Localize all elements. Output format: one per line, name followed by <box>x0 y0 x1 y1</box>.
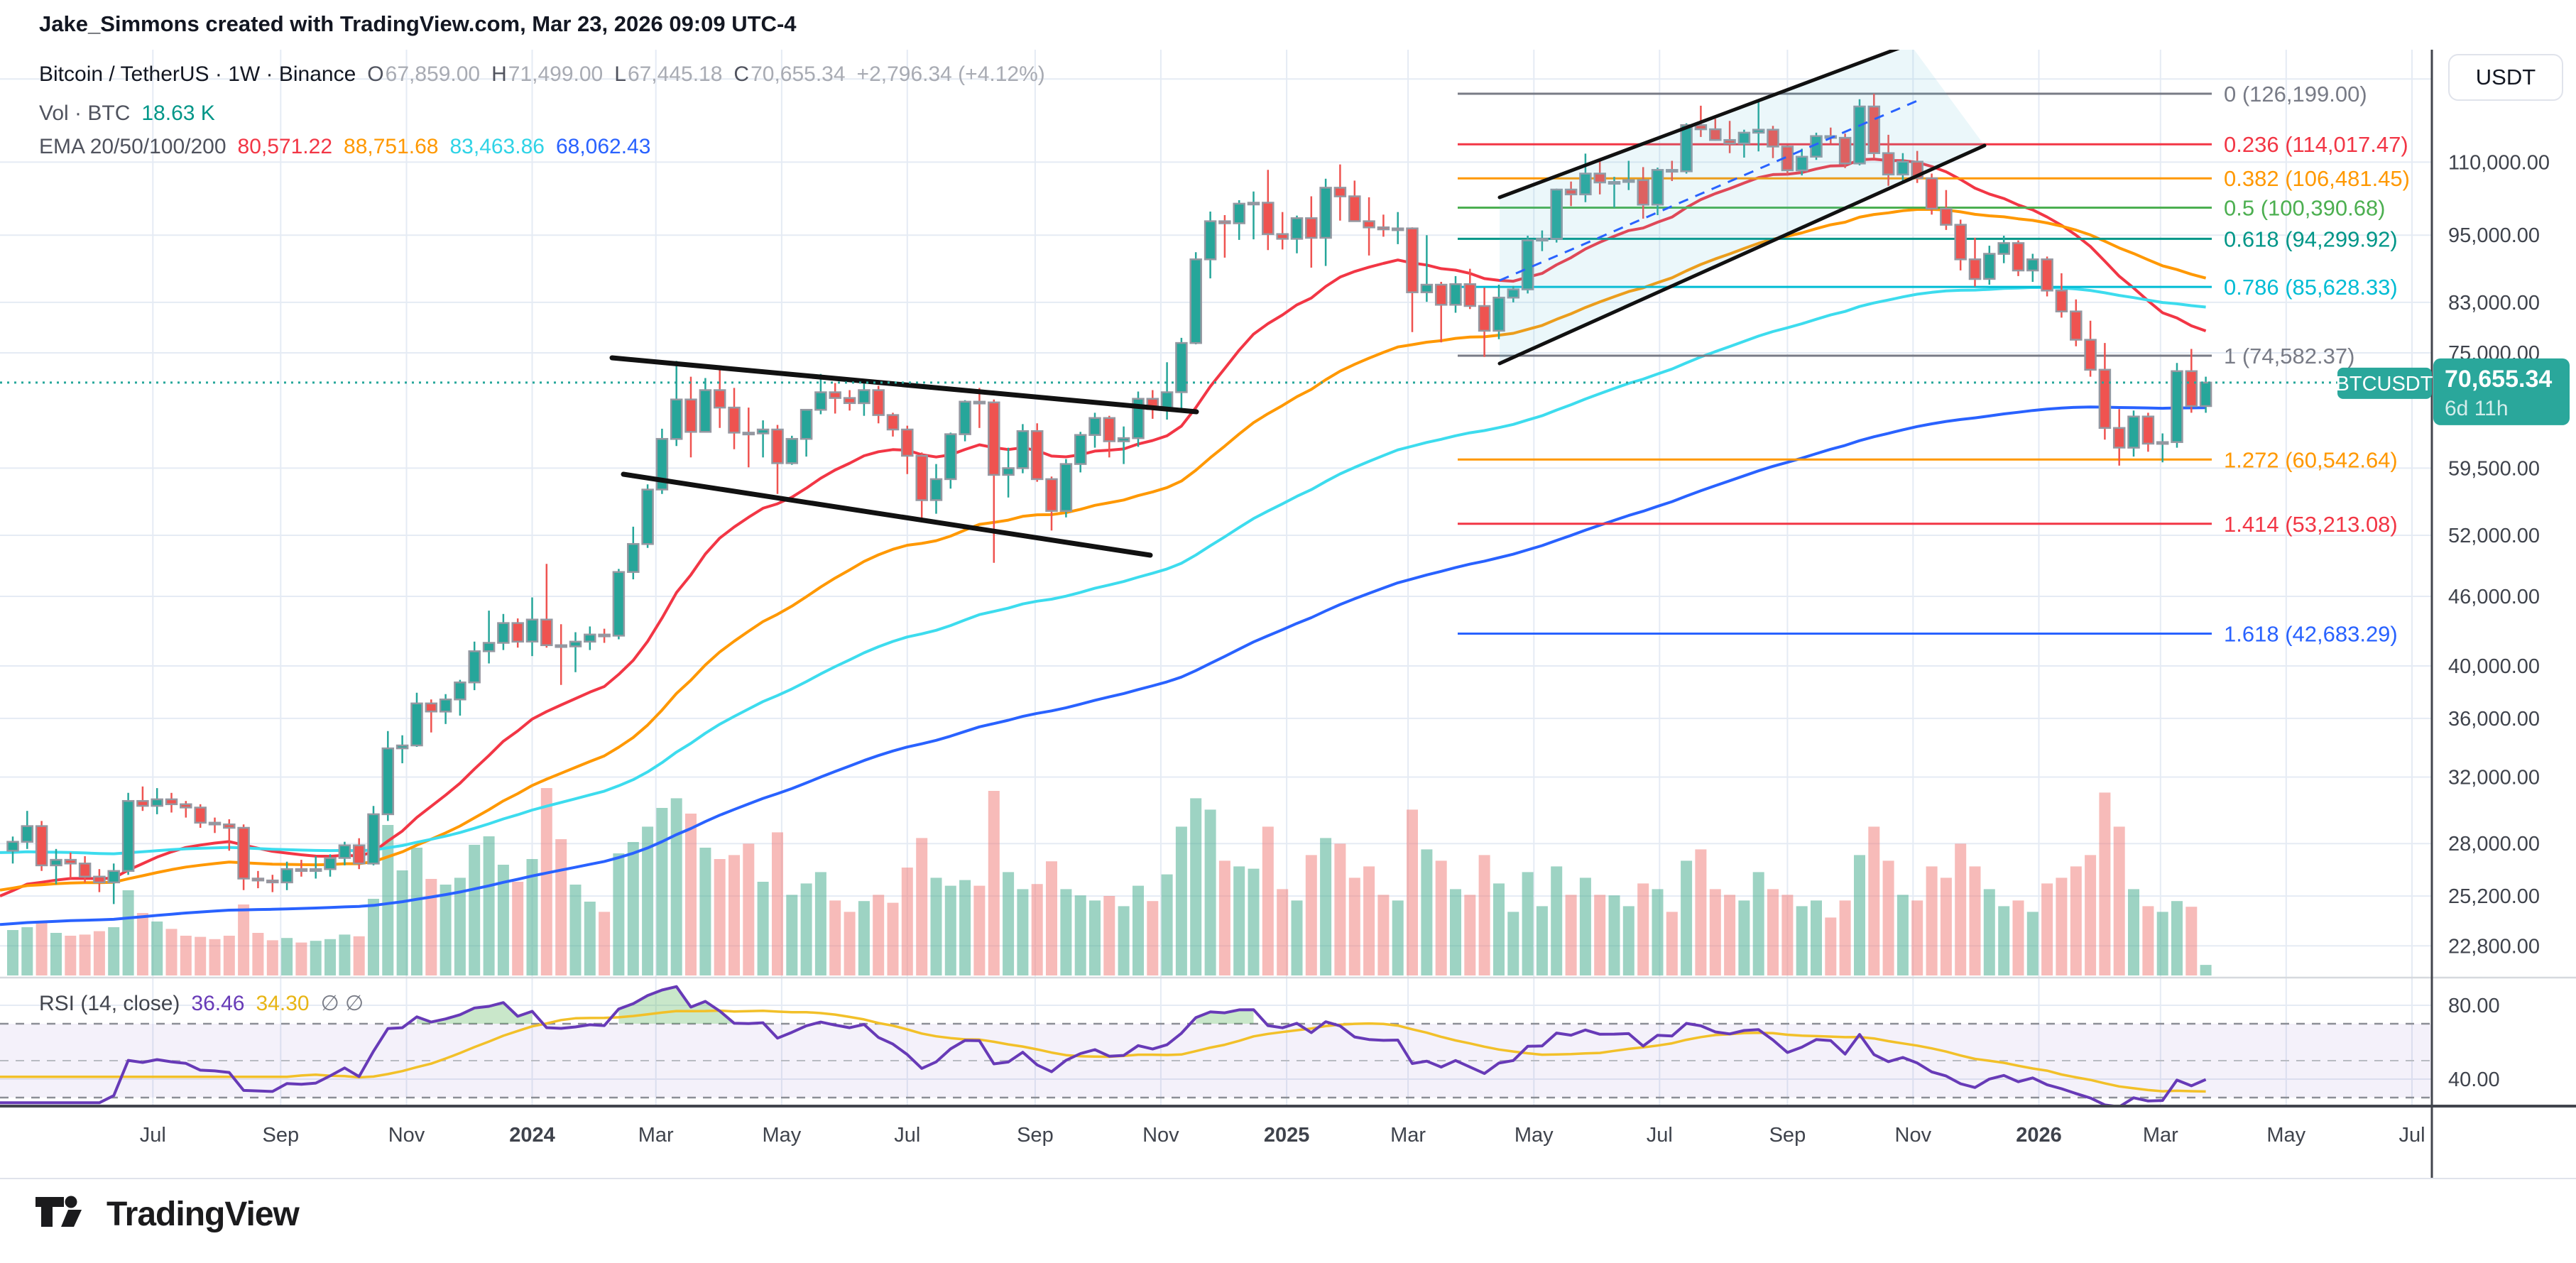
ema100-value: 83,463.86 <box>449 135 545 158</box>
time-tick-label: 2025 <box>1264 1124 1310 1147</box>
fib-label: 1.618 (42,683.29) <box>2224 622 2398 647</box>
ema-lines <box>0 158 2207 926</box>
volume-bars <box>7 788 2212 975</box>
fib-label: 0.382 (106,481.45) <box>2224 166 2410 191</box>
fib-label: 0 (126,199.00) <box>2224 82 2367 106</box>
price-tick-label: 25,200.00 <box>2448 885 2540 908</box>
ohlc-close: C 70,655.34 <box>733 62 846 86</box>
falling-channel-2024 <box>609 355 1199 558</box>
fib-label: 0.618 (94,299.92) <box>2224 226 2398 251</box>
time-tick-label: Mar <box>2143 1124 2178 1147</box>
time-tick-label: Sep <box>1769 1124 1806 1147</box>
last-price-badge: BTCUSDT 70,655.34 6d 11h <box>2336 358 2570 425</box>
rsi-ma-value: 34.30 <box>256 992 310 1015</box>
price-tick-label: 32,000.00 <box>2448 767 2540 789</box>
rsi-legend-row[interactable]: RSI (14, close) 36.46 34.30 ∅ ∅ <box>39 991 364 1016</box>
time-tick-label: Mar <box>638 1124 674 1147</box>
ema-100-line <box>0 285 2206 855</box>
svg-text:BTCUSDT: BTCUSDT <box>2336 373 2433 395</box>
price-change: +2,796.34 (+4.12%) <box>856 62 1045 86</box>
currency-toggle-button[interactable]: USDT <box>2448 54 2563 101</box>
fib-label: 0.5 (100,390.68) <box>2224 196 2386 221</box>
price-tick-label: 28,000.00 <box>2448 833 2540 855</box>
ema-200-line <box>0 405 2206 926</box>
svg-text:70,655.34: 70,655.34 <box>2445 366 2552 393</box>
ema20-value: 80,571.22 <box>237 135 333 158</box>
price-tick-label: 59,500.00 <box>2448 457 2540 480</box>
time-tick-label: Sep <box>1017 1124 1054 1147</box>
price-tick-label: 36,000.00 <box>2448 708 2540 731</box>
time-tick-label: Sep <box>262 1124 299 1147</box>
rsi-title: RSI (14, close) <box>39 992 180 1015</box>
svg-text:6d 11h: 6d 11h <box>2445 397 2509 420</box>
ohlc-low: L 67,445.18 <box>614 62 723 86</box>
rsi-tick-label: 40.00 <box>2448 1068 2500 1091</box>
fib-label: 1 (74,582.37) <box>2224 344 2354 368</box>
price-tick-label: 95,000.00 <box>2448 224 2540 247</box>
price-tick-label: 40,000.00 <box>2448 655 2540 678</box>
ema50-value: 88,751.68 <box>344 135 439 158</box>
price-tick-label: 22,800.00 <box>2448 935 2540 958</box>
time-tick-label: Nov <box>1895 1124 1932 1147</box>
price-tick-label: 46,000.00 <box>2448 586 2540 608</box>
ema200-value: 68,062.43 <box>555 135 651 158</box>
price-tick-label: 110,000.00 <box>2448 151 2550 174</box>
price-tick-label: 52,000.00 <box>2448 525 2540 547</box>
ema-label: EMA 20/50/100/200 <box>39 135 227 158</box>
rsi-value: 36.46 <box>191 992 245 1015</box>
volume-legend-row[interactable]: Vol · BTC 18.63 K <box>39 102 215 126</box>
time-tick-label: May <box>1515 1124 1554 1147</box>
ema-legend-row[interactable]: EMA 20/50/100/200 80,571.22 88,751.68 83… <box>39 135 650 159</box>
rising-channel-2025 <box>1497 50 1987 366</box>
rsi-pane <box>0 985 2432 1105</box>
time-tick-label: May <box>763 1124 802 1147</box>
rsi-tick-label: 80.00 <box>2448 995 2500 1017</box>
ema-50-line <box>0 207 2207 892</box>
time-tick-label: Jul <box>140 1124 166 1147</box>
rsi-hidden-inputs-icon: ∅ ∅ <box>320 992 364 1015</box>
ema-20-line <box>0 158 2207 897</box>
volume-label: Vol · BTC <box>39 102 131 125</box>
ohlc-open: O 67,859.00 <box>367 62 481 86</box>
time-tick-label: Jul <box>1647 1124 1673 1147</box>
ohlc-high: H 71,499.00 <box>491 62 604 86</box>
time-tick-label: May <box>2266 1124 2305 1147</box>
symbol-title: Bitcoin / TetherUS · 1W · Binance <box>39 62 356 86</box>
time-tick-label: Nov <box>1142 1124 1179 1147</box>
tradingview-logo-text: TradingView <box>107 1195 300 1233</box>
volume-value: 18.63 K <box>141 102 215 125</box>
fib-label: 0.236 (114,017.47) <box>2224 132 2408 157</box>
rsi-line <box>0 985 2207 1105</box>
attribution-text: Jake_Simmons created with TradingView.co… <box>39 11 797 36</box>
time-tick-label: Jul <box>2398 1124 2425 1147</box>
fib-label: 1.414 (53,213.08) <box>2224 512 2398 537</box>
time-tick-label: Jul <box>894 1124 920 1147</box>
tradingview-logo[interactable]: TradingView <box>36 1193 300 1235</box>
time-tick-label: Mar <box>1390 1124 1426 1147</box>
fib-label: 0.786 (85,628.33) <box>2224 275 2398 300</box>
symbol-legend-row[interactable]: Bitcoin / TetherUS · 1W · Binance O 67,85… <box>39 62 1045 87</box>
candles <box>6 94 2212 904</box>
tradingview-logo-icon <box>36 1196 82 1227</box>
time-tick-label: 2024 <box>509 1124 555 1147</box>
price-tick-label: 83,000.00 <box>2448 292 2540 315</box>
fib-label: 1.272 (60,542.64) <box>2224 447 2398 472</box>
rsi-ma-line <box>0 1009 2206 1093</box>
time-tick-label: Nov <box>388 1124 425 1147</box>
time-tick-label: 2026 <box>2016 1124 2062 1147</box>
